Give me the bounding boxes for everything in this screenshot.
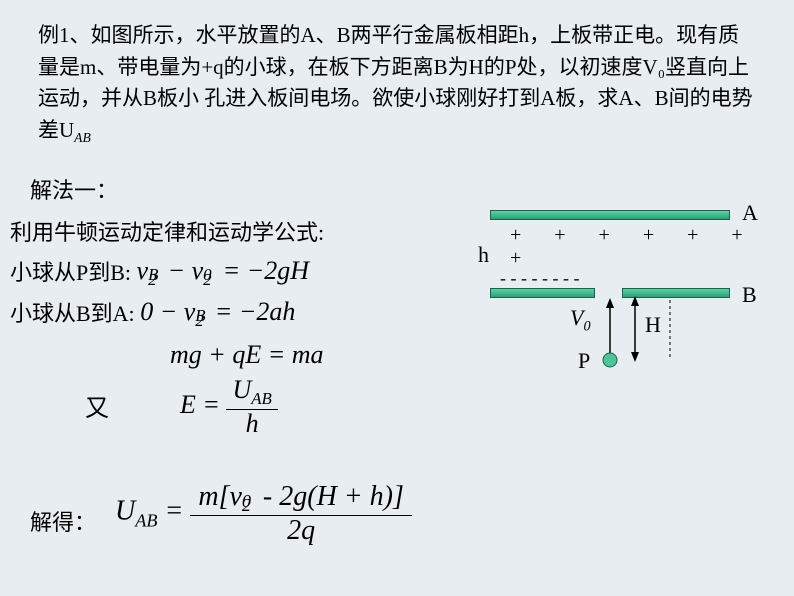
problem-text: 例1、如图所示，水平放置的A、B两平行金属板相距h，上板带正电。现有质量是m、带… [38,23,753,142]
line2-label: 小球从P到B: [10,255,131,287]
eq-p-to-b: vB2 − v02 = −2gH [137,256,310,286]
derivation-line-3: 小球从B到A: 0 − vB2 = −2ah [10,296,295,328]
eq-newton: mg + qE = ma [170,340,324,370]
problem-sub: AB [74,130,91,145]
eq-result: UAB = m[v02 - 2g(H + h)]2q [115,480,412,547]
derivation-line-1: 利用牛顿运动定律和运动学公式: [10,215,324,247]
derivation-line-2: 小球从P到B: vB2 − v02 = −2gH [10,255,309,287]
problem-statement: 例1、如图所示，水平放置的A、B两平行金属板相距h，上板带正电。现有质量是m、带… [38,20,758,148]
eq-field: E = UABh [180,376,278,438]
also-label: 又 [85,388,109,423]
eq-b-to-a: 0 − vB2 = −2ah [140,297,295,327]
line1-text: 利用牛顿运动定律和运动学公式: [10,220,324,245]
result-label: 解得： [30,505,96,537]
line3-label: 小球从B到A: [10,296,135,328]
diagram-arrows [470,200,770,400]
method-label: 解法一： [30,173,118,205]
diagram: + + + + + + + - - - - - - - - A B h V0 H… [470,200,770,400]
